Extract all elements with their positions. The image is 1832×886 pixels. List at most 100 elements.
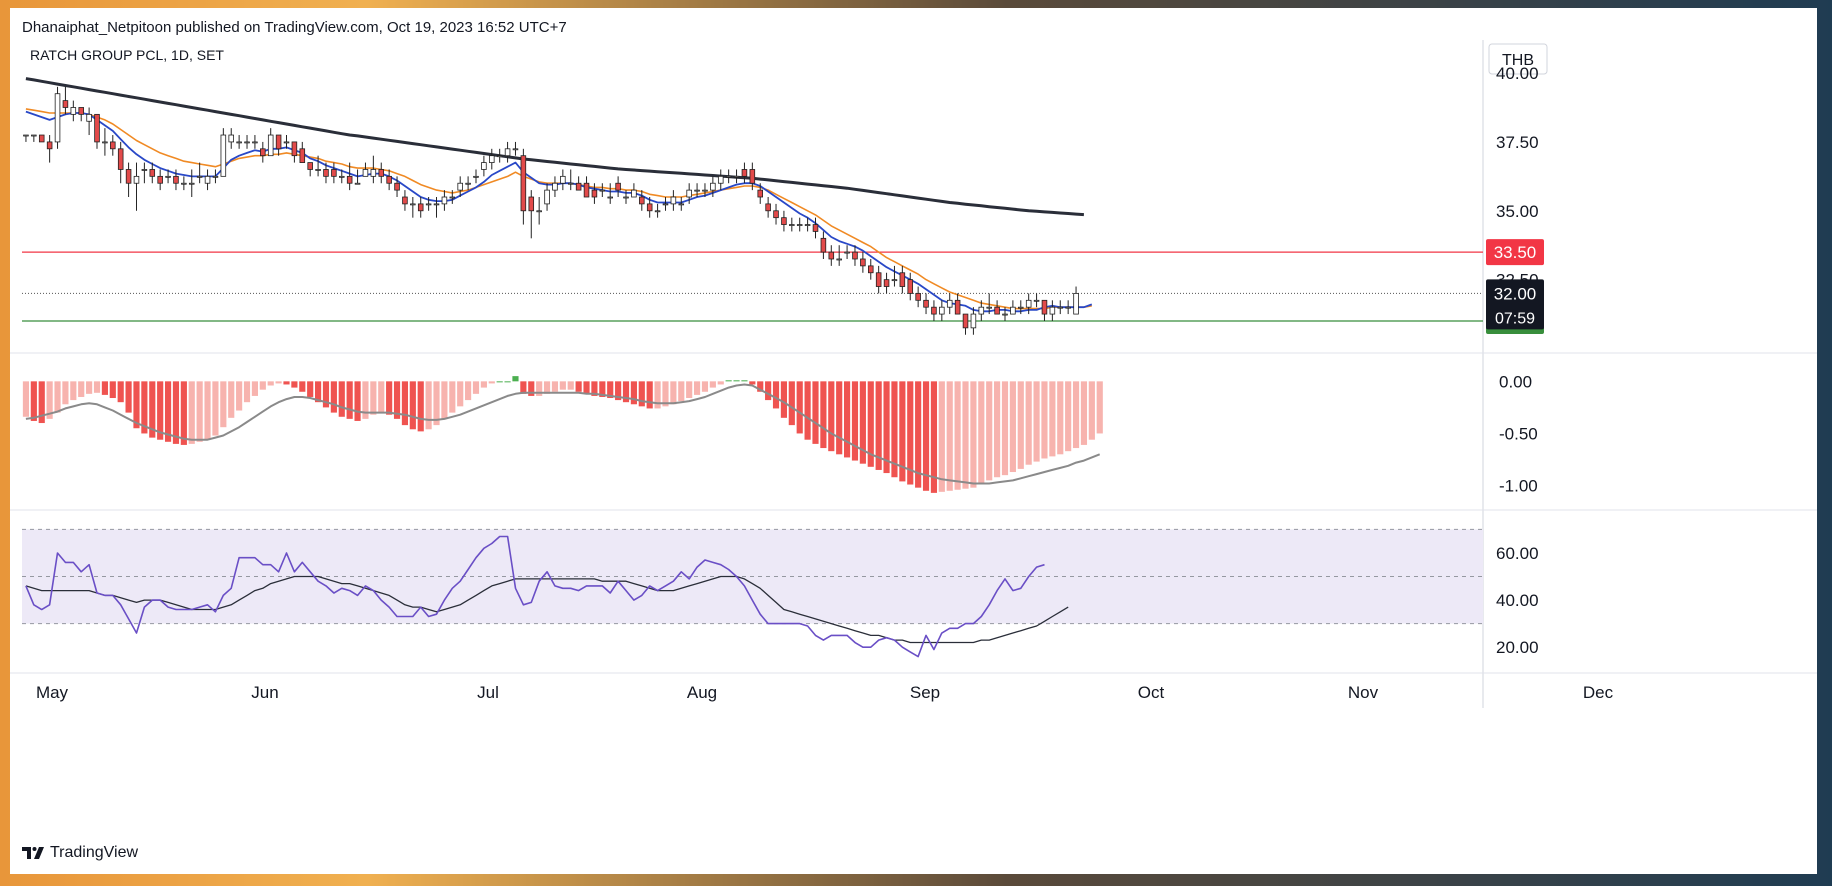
macd-histogram-bar [1009, 381, 1016, 473]
macd-histogram-bar [330, 381, 337, 413]
candle-body [362, 169, 369, 177]
candle-body [954, 299, 961, 315]
candle-body [78, 107, 84, 115]
macd-histogram-bar [1033, 381, 1040, 462]
macd-histogram-bar [417, 381, 424, 432]
macd-histogram-bar [1088, 381, 1095, 440]
macd-histogram-bar [465, 381, 472, 401]
candle-body [520, 155, 527, 212]
candle-body [552, 182, 558, 191]
candle-body [773, 210, 779, 219]
macd-histogram-bar [109, 381, 116, 399]
candle-body [149, 169, 156, 177]
candle-body [173, 175, 179, 184]
candle-body [591, 189, 598, 198]
candle-body [717, 175, 724, 184]
candle-body [1065, 306, 1071, 309]
candle-body [307, 162, 313, 170]
macd-histogram-bar [970, 381, 977, 488]
candle-body [386, 175, 392, 184]
candle-body [923, 299, 929, 308]
macd-histogram-bar [251, 381, 258, 396]
last-price-label: 32.00 [1494, 284, 1537, 303]
candle-body [62, 100, 69, 108]
macd-histogram-bar [567, 381, 574, 390]
candle-body [670, 196, 677, 205]
macd-histogram-bar [717, 381, 724, 385]
macd-histogram-bar [520, 381, 527, 394]
macd-histogram-bar [46, 381, 53, 419]
macd-signal-line [25, 383, 1101, 485]
macd-histogram-bar [638, 381, 645, 407]
macd-histogram-bar [622, 381, 630, 403]
candle-body [212, 175, 219, 178]
level-badge [1486, 239, 1544, 266]
candle-body [939, 306, 945, 315]
macd-histogram-bar [733, 380, 740, 382]
macd-histogram-bar [488, 381, 495, 384]
macd-histogram-bar [867, 381, 874, 467]
macd-histogram-bar [346, 381, 353, 419]
candle-body [260, 148, 266, 157]
candle-body [417, 203, 424, 212]
macd-histogram-bar [496, 381, 503, 383]
macd-histogram-bar [528, 381, 535, 396]
macd-histogram-bar [480, 381, 487, 388]
macd-histogram-bar [615, 381, 622, 401]
candle-body [236, 141, 242, 144]
candle-body [220, 134, 227, 177]
candle-body [473, 175, 479, 178]
macd-histogram-bar [986, 381, 993, 481]
candle-body [489, 155, 495, 163]
macd-histogram-bar [859, 381, 866, 464]
candle-body [875, 272, 882, 287]
candle-body [915, 293, 921, 301]
candle-body [749, 169, 756, 184]
macd-histogram-bar [583, 381, 590, 394]
macd-histogram-bar [922, 381, 930, 491]
candle-body [31, 134, 37, 137]
candle-body [702, 189, 708, 192]
chart-canvas[interactable]: RATCH GROUP PCL, 1D, SET THB40.0037.5035.… [10, 8, 1817, 874]
macd-histogram-bar [1001, 381, 1009, 476]
candle-body [331, 169, 337, 177]
macd-histogram-bar [662, 381, 669, 407]
candle-body [836, 258, 842, 261]
macd-histogram-bar [449, 381, 456, 413]
candle-body [844, 251, 850, 254]
candle-body [536, 210, 542, 213]
time-tick-label: Aug [687, 683, 717, 702]
time-tick-label: Jul [477, 683, 499, 702]
candle-body [733, 175, 740, 178]
macd-histogram-bar [370, 381, 377, 415]
candle-body [299, 148, 306, 163]
candle-body [315, 169, 321, 171]
candle-body [1018, 306, 1024, 309]
currency-box [1488, 43, 1548, 75]
macd-histogram-bar [883, 381, 890, 474]
macd-histogram-bar [709, 381, 716, 388]
macd-histogram-bar [1041, 381, 1048, 459]
tradingview-brand[interactable]: TradingView [22, 844, 138, 862]
macd-histogram-bar [299, 381, 306, 392]
candle-body [781, 217, 787, 225]
candle-body [970, 313, 977, 329]
candle-body [110, 141, 116, 150]
ema-fast-line [25, 110, 1093, 313]
macd-histogram-bar [133, 381, 140, 429]
macd-histogram-bar [543, 381, 551, 394]
candle-body [623, 196, 629, 199]
candle-body [962, 313, 969, 329]
macd-histogram-bar [386, 381, 393, 415]
macd-histogram-bar [164, 381, 172, 442]
macd-histogram-bar [338, 381, 345, 417]
macd-histogram-bar [946, 381, 953, 491]
candle-body [852, 251, 858, 260]
time-tick-label: Sep [910, 683, 940, 702]
price-tick-label: 40.00 [1496, 64, 1539, 83]
candle-body [765, 203, 771, 212]
macd-histogram-bar [315, 381, 322, 403]
macd-histogram-bar [259, 381, 266, 390]
macd-histogram-bar [930, 381, 938, 493]
